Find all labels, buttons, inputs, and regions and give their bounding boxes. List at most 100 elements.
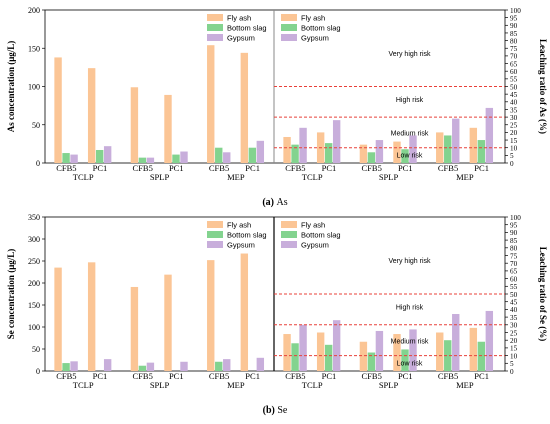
y-tick-label-right: 80 — [510, 245, 518, 253]
y-tick-label-right: 85 — [510, 237, 518, 245]
bar-concentration-gypsum — [180, 151, 188, 163]
bar-concentration-bottom-slag — [95, 149, 104, 163]
bar-concentration-fly-ash — [54, 57, 62, 163]
y-tick-label-left: 100 — [28, 323, 40, 332]
bar-ratio-fly-ash — [359, 341, 368, 371]
bar-ratio-gypsum — [375, 330, 384, 371]
bar-ratio-gypsum — [452, 118, 460, 163]
legend-label: Fly ash — [227, 221, 251, 230]
y-tick-label-right: 80 — [510, 37, 518, 45]
legend-label: Gypsum — [301, 34, 329, 43]
risk-label-medium: Medium risk — [391, 130, 429, 137]
y-tick-label-left: 350 — [28, 213, 40, 222]
legend-swatch — [281, 34, 297, 41]
bar-concentration-fly-ash — [87, 68, 96, 163]
x-group-label: TCLP — [73, 380, 94, 390]
y-tick-label-right: 75 — [510, 252, 518, 260]
risk-label-high: High risk — [396, 304, 424, 311]
x-subcategory-label: PC1 — [93, 163, 108, 173]
x-subcategory-label: CFB5 — [285, 371, 305, 381]
y-tick-label-right: 50 — [510, 291, 518, 299]
bar-concentration-gypsum — [146, 362, 155, 371]
y-tick-label-left: 50 — [32, 121, 40, 130]
bar-concentration-gypsum — [223, 359, 231, 371]
bar-concentration-fly-ash — [130, 286, 139, 371]
legend-swatch — [207, 34, 223, 41]
legend-swatch — [281, 14, 297, 21]
bar-ratio-gypsum — [332, 320, 341, 371]
legend-swatch — [207, 14, 223, 21]
y-tick-label-right: 65 — [510, 268, 518, 276]
y-tick-label-right: 5 — [510, 360, 514, 368]
x-group-label: MEP — [227, 380, 245, 390]
y-tick-label-right: 30 — [510, 114, 518, 122]
caption-letter: (b) — [263, 405, 278, 416]
x-subcategory-label: PC1 — [322, 371, 337, 381]
bar-ratio-gypsum — [299, 127, 307, 163]
bar-concentration-gypsum — [70, 361, 78, 371]
y-tick-label-right: 45 — [510, 299, 518, 307]
bar-concentration-gypsum — [146, 157, 155, 163]
legend-swatch — [281, 231, 297, 238]
y-tick-label-right: 0 — [510, 160, 514, 168]
risk-label-low: Low risk — [397, 361, 423, 368]
legend-label: Gypsum — [227, 34, 255, 43]
y-tick-label-right: 70 — [510, 53, 518, 61]
y-tick-label-left: 100 — [28, 83, 40, 92]
legend-label: Fly ash — [227, 14, 251, 23]
legend-label: Gypsum — [227, 241, 255, 250]
bar-concentration-fly-ash — [87, 262, 96, 371]
risk-label-high: High risk — [396, 97, 424, 104]
x-subcategory-label: CFB5 — [362, 371, 382, 381]
y-tick-label-left: 200 — [28, 279, 40, 288]
bar-concentration-gypsum — [70, 154, 78, 163]
y-tick-label-right: 35 — [510, 106, 518, 114]
y-tick-label-right: 50 — [510, 83, 518, 91]
bar-concentration-fly-ash — [207, 45, 215, 163]
y-tick-label-left: 200 — [28, 6, 40, 15]
y-tick-label-left: 0 — [36, 367, 40, 376]
y-axis-label-left: As concentration (μg/L) — [6, 41, 16, 133]
y-tick-label-right: 45 — [510, 91, 518, 99]
y-tick-label-right: 40 — [510, 306, 518, 314]
chart-panel-as: 0501001502000510152025303540455055606570… — [6, 6, 548, 208]
x-group-label: SPLP — [150, 172, 170, 182]
y-tick-label-right: 95 — [510, 14, 518, 22]
bar-concentration-bottom-slag — [138, 157, 147, 163]
legend-label: Bottom slag — [227, 24, 267, 33]
y-tick-label-right: 55 — [510, 76, 518, 84]
x-subcategory-label: CFB5 — [133, 371, 153, 381]
x-subcategory-label: CFB5 — [56, 163, 76, 173]
y-tick-label-right: 30 — [510, 322, 518, 330]
legend-label: Fly ash — [301, 221, 325, 230]
bar-ratio-fly-ash — [436, 332, 444, 371]
x-subcategory-label: PC1 — [474, 371, 489, 381]
legend-swatch — [207, 221, 223, 228]
risk-label-very-high: Very high risk — [388, 258, 431, 265]
bar-ratio-gypsum — [299, 324, 307, 371]
bar-concentration-fly-ash — [207, 260, 215, 371]
x-subcategory-label: CFB5 — [438, 371, 458, 381]
bar-ratio-gypsum — [409, 329, 417, 371]
bar-ratio-bottom-slag — [444, 340, 452, 371]
caption-letter: (a) — [262, 197, 276, 208]
bar-ratio-fly-ash — [316, 332, 325, 371]
x-subcategory-label: CFB5 — [209, 163, 229, 173]
bar-ratio-bottom-slag — [401, 149, 409, 163]
y-tick-label-right: 90 — [510, 229, 518, 237]
x-group-label: MEP — [227, 172, 245, 182]
x-subcategory-label: CFB5 — [133, 163, 153, 173]
y-tick-label-right: 25 — [510, 122, 518, 130]
y-tick-label-right: 65 — [510, 60, 518, 68]
bar-ratio-bottom-slag — [477, 140, 486, 163]
y-tick-label-left: 0 — [36, 159, 40, 168]
x-subcategory-label: PC1 — [169, 371, 184, 381]
bar-concentration-fly-ash — [240, 253, 249, 371]
figure-caption: (b) Se — [263, 405, 288, 416]
x-group-label: TCLP — [73, 172, 94, 182]
bar-ratio-bottom-slag — [401, 349, 409, 371]
bar-ratio-fly-ash — [469, 327, 478, 371]
y-axis-label-right: Leaching ratio of Se (%) — [538, 247, 548, 342]
bar-ratio-bottom-slag — [367, 352, 376, 371]
legend-swatch — [281, 221, 297, 228]
